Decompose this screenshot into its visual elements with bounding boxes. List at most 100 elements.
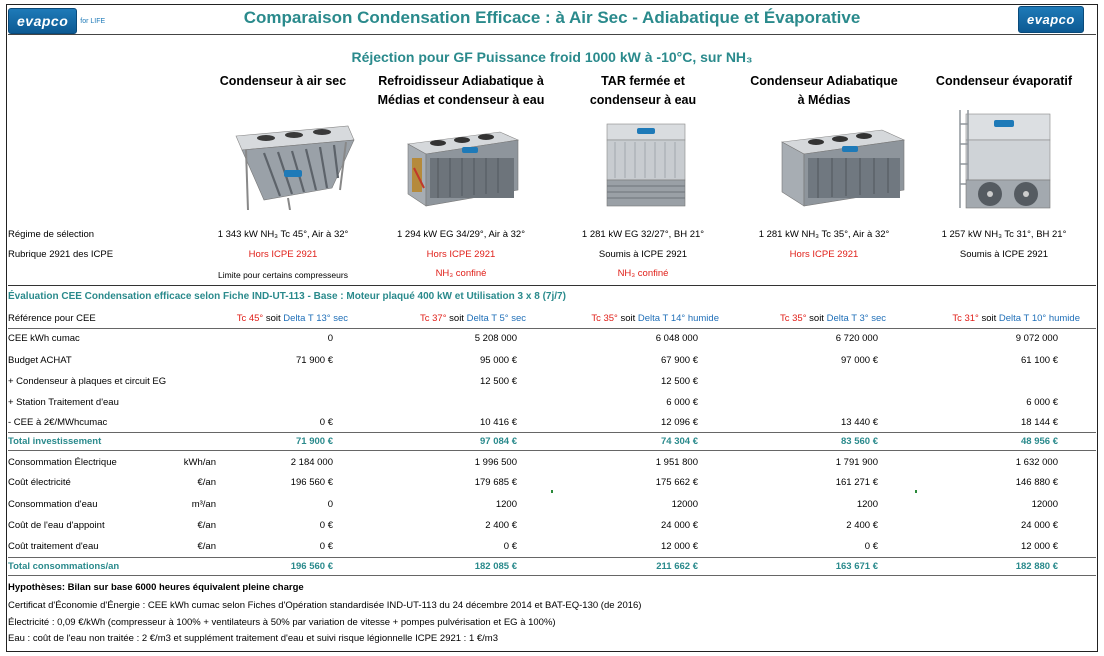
electricite-note: Électricité : 0,09 €/kWh (compresseur à … — [8, 617, 556, 628]
nh3-confine-note: NH₃ confiné — [435, 268, 487, 279]
row-label: Consommation Électrique — [8, 457, 117, 468]
product-heading-line: TAR fermée et — [601, 74, 685, 88]
row-value: 10 416 € — [480, 417, 517, 428]
reference-label: Référence pour CEE — [8, 313, 96, 324]
page-subtitle: Réjection pour GF Puissance froid 1000 k… — [351, 49, 753, 65]
row-label: + Condenseur à plaques et circuit EG — [8, 376, 167, 387]
product-heading-tar: TAR fermée et condenseur à eau — [543, 72, 743, 110]
row-divider — [8, 450, 1096, 451]
row-label: CEE kWh cumac — [8, 333, 80, 344]
row-value: 12 500 € — [480, 376, 517, 387]
section-divider — [8, 285, 1096, 286]
row-value: 13 440 € — [841, 417, 878, 428]
product-heading-evaporatif: Condenseur évaporatif — [904, 72, 1104, 91]
row-value: 12000 — [671, 499, 698, 510]
icpe-value: Soumis à ICPE 2921 — [598, 249, 688, 260]
row-value: 0 € — [319, 520, 333, 531]
row-value: 12000 — [1031, 499, 1058, 510]
total-consommations-label: Total consommations/an — [8, 561, 120, 572]
adiabatic-condenser-image — [781, 129, 906, 207]
product-heading-line: Refroidisseur Adiabatique à — [378, 74, 544, 88]
adiabatic-cooler-eg-image — [407, 131, 520, 207]
row-value: 24 000 € — [661, 520, 698, 531]
total-value: 71 900 € — [296, 436, 333, 447]
row-value: 18 144 € — [1021, 417, 1058, 428]
total-value: 211 662 € — [656, 561, 698, 572]
row-unit: €/an — [197, 520, 217, 531]
product-heading-line: à Médias — [797, 93, 851, 107]
row-value: 12 500 € — [661, 376, 698, 387]
row-value: 67 900 € — [661, 355, 698, 366]
row-value: 2 400 € — [846, 520, 878, 531]
row-label: Coût traitement d'eau — [8, 541, 99, 552]
regime-value: 1 281 kW EG 32/27°, BH 21° — [581, 229, 705, 240]
certificat-note: Certificat d'Économie d'Énergie : CEE kW… — [8, 600, 642, 611]
row-value: 179 685 € — [474, 477, 517, 488]
reference-value: Tc 35° soit Delta T 3° sec — [780, 313, 886, 324]
row-value: 175 662 € — [655, 477, 698, 488]
eau-note: Eau : coût de l'eau non traitée : 2 €/m3… — [8, 633, 499, 644]
row-unit: m³/an — [191, 499, 216, 510]
row-label: Coût de l'eau d'appoint — [8, 520, 105, 531]
total-investissement-label: Total investissement — [8, 436, 102, 447]
product-heading-line: Condenseur Adiabatique — [750, 74, 898, 88]
row-label: Coût électricité — [8, 477, 71, 488]
dry-cooler-image — [235, 125, 355, 210]
row-value: 0 € — [503, 541, 517, 552]
row-value: 9 072 000 — [1015, 333, 1058, 344]
logo-tag: for LIFE — [80, 17, 106, 25]
row-label: Budget ACHAT — [8, 355, 72, 366]
document-frame — [6, 4, 1098, 652]
total-value: 182 085 € — [474, 561, 517, 572]
row-value: 24 000 € — [1021, 520, 1058, 531]
total-value: 182 880 € — [1015, 561, 1058, 572]
reference-value: Tc 45° soit Delta T 13° sec — [236, 313, 348, 324]
row-divider — [8, 432, 1096, 433]
row-value: 0 — [327, 499, 333, 510]
icpe-label: Rubrique 2921 des ICPE — [8, 249, 114, 260]
total-value: 74 304 € — [661, 436, 698, 447]
reference-value: Tc 31° soit Delta T 10° humide — [952, 313, 1080, 324]
closed-cooling-tower-image — [606, 123, 686, 207]
row-label: + Station Traitement d'eau — [8, 397, 119, 408]
product-heading-line: Condenseur évaporatif — [935, 74, 1073, 88]
row-value: 0 € — [319, 541, 333, 552]
product-heading-line: condenseur à eau — [589, 93, 697, 107]
product-heading-adiabatique: Condenseur Adiabatique à Médias — [724, 72, 924, 110]
row-divider — [8, 328, 1096, 329]
total-value: 83 560 € — [841, 436, 878, 447]
row-value: 196 560 € — [290, 477, 333, 488]
row-value: 97 000 € — [841, 355, 878, 366]
icpe-value: Hors ICPE 2921 — [248, 249, 318, 260]
row-value: 1 996 500 — [474, 457, 517, 468]
row-value: 95 000 € — [480, 355, 517, 366]
cell-marker — [551, 490, 553, 493]
page-title: Comparaison Condensation Efficace : à Ai… — [243, 8, 861, 27]
row-value: 61 100 € — [1021, 355, 1058, 366]
evapco-logo-left: evapco for LIFE — [8, 8, 105, 34]
evapco-logo-right: evapco — [1018, 5, 1084, 33]
row-value: 6 000 € — [1026, 397, 1058, 408]
row-unit: €/an — [197, 541, 217, 552]
row-value: 6 720 000 — [835, 333, 878, 344]
row-value: 5 208 000 — [474, 333, 517, 344]
icpe-value: Hors ICPE 2921 — [426, 249, 496, 260]
row-value: 6 048 000 — [655, 333, 698, 344]
reference-value: Tc 37° soit Delta T 5° sec — [420, 313, 526, 324]
product-heading-line: Condenseur à air sec — [219, 74, 347, 88]
row-label: Consommation d'eau — [8, 499, 98, 510]
row-value: 12 000 € — [1021, 541, 1058, 552]
row-value: 0 € — [864, 541, 878, 552]
product-heading-line: Médias et condenseur à eau — [377, 93, 545, 107]
row-value: 1 791 900 — [835, 457, 878, 468]
row-value: 1 951 800 — [655, 457, 698, 468]
total-value: 48 956 € — [1021, 436, 1058, 447]
logo-text: evapco — [1018, 5, 1084, 33]
regime-value: 1 294 kW EG 34/29°, Air à 32° — [397, 229, 525, 240]
regime-label: Régime de sélection — [8, 229, 95, 240]
row-value: 0 — [327, 333, 333, 344]
row-value: 161 271 € — [835, 477, 878, 488]
evaporative-condenser-image — [959, 110, 1051, 209]
row-value: 2 184 000 — [290, 457, 333, 468]
product-heading-adiabatique-eau: Refroidisseur Adiabatique à Médias et co… — [361, 72, 561, 110]
